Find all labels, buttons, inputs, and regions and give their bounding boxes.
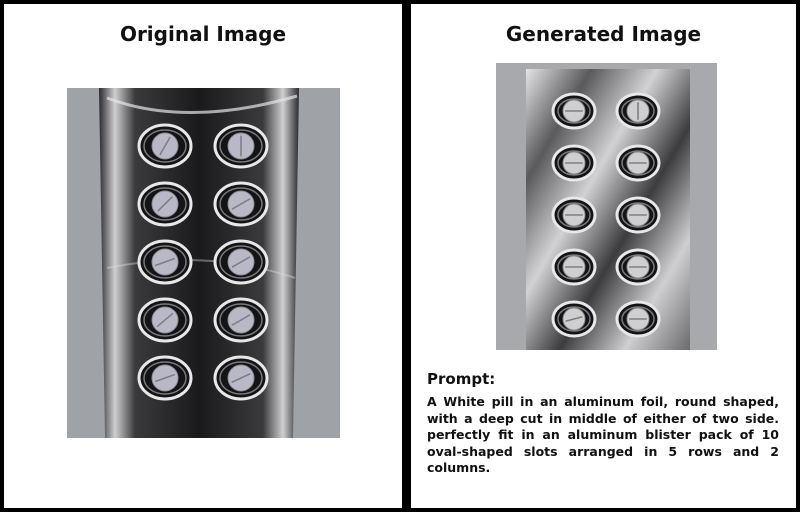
generated-image-title: Generated Image bbox=[505, 22, 702, 46]
generated-image-panel: Generated Image Prompt: A White pill in … bbox=[411, 4, 796, 508]
blister-slot bbox=[137, 123, 193, 169]
pill-score-line bbox=[157, 196, 173, 212]
generated-blister-photo bbox=[496, 63, 717, 350]
blister-slot bbox=[615, 300, 661, 338]
original-blister-pack bbox=[99, 88, 299, 438]
pill-score-line bbox=[154, 373, 176, 383]
blister-slot bbox=[615, 248, 661, 286]
blister-slot bbox=[615, 196, 661, 234]
blister-slot bbox=[137, 181, 193, 227]
blister-slot bbox=[137, 355, 193, 401]
blister-slot bbox=[213, 297, 269, 343]
blister-slot bbox=[213, 355, 269, 401]
blister-slot bbox=[137, 239, 193, 285]
prompt-label: Prompt: bbox=[427, 370, 496, 388]
blister-slot bbox=[213, 239, 269, 285]
blister-slot bbox=[213, 181, 269, 227]
pill-score-line bbox=[231, 372, 251, 384]
pill-score-line bbox=[231, 198, 251, 210]
blister-slot bbox=[615, 144, 661, 182]
generated-blister-pack bbox=[526, 69, 690, 350]
blister-slot bbox=[551, 92, 597, 130]
blister-slot bbox=[615, 92, 661, 130]
prompt-text: A White pill in an aluminum foil, round … bbox=[427, 394, 779, 475]
pill-score-line bbox=[231, 256, 251, 268]
blister-slot bbox=[551, 144, 597, 182]
pill-score-line bbox=[565, 315, 583, 323]
original-image-panel: Original Image bbox=[4, 4, 402, 508]
pill-score-line bbox=[156, 312, 174, 328]
original-image-title: Original Image bbox=[119, 22, 287, 46]
pill-score-line bbox=[159, 136, 171, 156]
blister-slot bbox=[551, 248, 597, 286]
pill-score-line bbox=[154, 257, 176, 267]
original-blister-photo bbox=[67, 88, 340, 438]
blister-slot bbox=[551, 300, 597, 338]
blister-slot bbox=[551, 196, 597, 234]
blister-slot bbox=[213, 123, 269, 169]
blister-slot bbox=[137, 297, 193, 343]
pill-score-line bbox=[231, 314, 251, 326]
